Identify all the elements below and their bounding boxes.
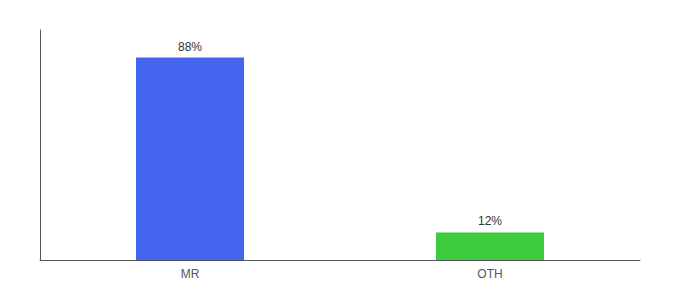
svg-text:12%: 12% — [478, 214, 502, 228]
svg-text:88%: 88% — [178, 40, 202, 54]
svg-text:MR: MR — [181, 267, 200, 281]
svg-text:OTH: OTH — [477, 267, 502, 281]
